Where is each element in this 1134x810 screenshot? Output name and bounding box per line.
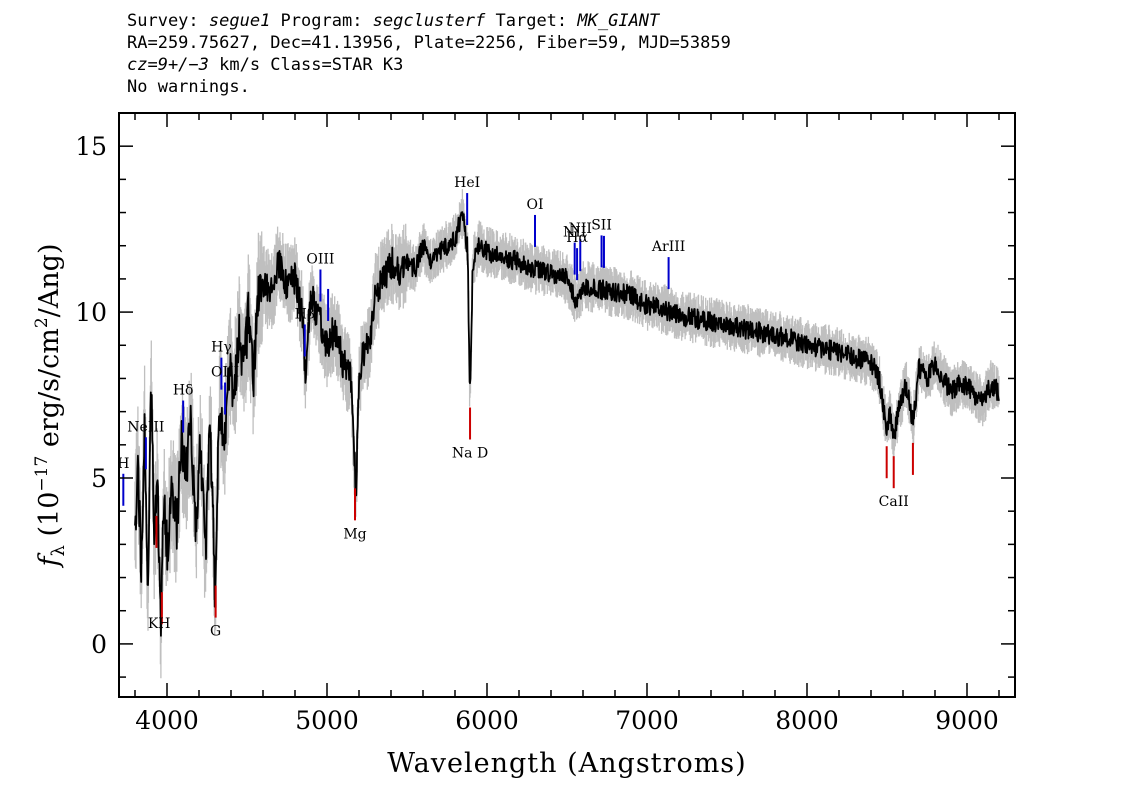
spectral-lines-layer: HNeIIIHδHγOIIIHβOIIIHeIOINIIHαSIINIIArII… [117, 175, 914, 640]
spectral-line-label: H [117, 456, 129, 472]
y-label-pre: (10 [34, 492, 65, 545]
redshift-value: cz=9+/−3 [127, 55, 209, 75]
program-value: segclusterf [372, 11, 486, 31]
spectral-line-label: SII [591, 217, 612, 233]
header-line-warnings: No warnings. [127, 77, 250, 97]
spectral-line-label: Hβ [295, 306, 315, 322]
spectral-line-label: KH [148, 616, 171, 632]
target-label: Target: [485, 11, 578, 31]
header-line-redshift: cz=9+/−3 km/s Class=STAR K3 [127, 54, 731, 76]
y-tick-label: 15 [75, 132, 107, 161]
header-line-coordinates: RA=259.75627, Dec=41.13956, Plate=2256, … [127, 33, 731, 53]
axes-layer: 4000 5000 6000 7000 8000 9000 0 5 10 15 [75, 112, 1016, 735]
spectral-line-label: Na D [452, 446, 488, 462]
flux-layer [134, 211, 1000, 637]
spectral-line-label: NeIII [127, 419, 164, 435]
x-tick-label: 6000 [455, 706, 519, 735]
y-tick-label: 5 [91, 464, 107, 493]
spectral-line-label: CaII [879, 494, 909, 510]
y-label-post: /Ang) [34, 244, 65, 318]
spectral-line-label: NII [569, 221, 592, 237]
x-axis-label: Wavelength (Angstroms) [387, 748, 746, 779]
survey-value: segue1 [208, 11, 271, 31]
y-axis-label: fλ (10−17 erg/s/cm2/Ang) [32, 244, 69, 569]
class-value: km/s Class=STAR K3 [208, 55, 404, 75]
spectral-line-label: OI [526, 197, 543, 213]
spectral-line-label: Hδ [173, 383, 194, 399]
y-label-mid: erg/s/cm [34, 328, 65, 456]
error-band-layer [134, 189, 1000, 679]
spectral-line-label: ArIII [651, 239, 685, 255]
flux-error-band [134, 189, 1000, 679]
y-label-exp1: −17 [32, 456, 52, 492]
spectral-line-label: HeI [454, 175, 480, 191]
y-tick-label: 0 [91, 630, 107, 659]
target-value: MK_GIANT [577, 11, 660, 31]
y-tick-label: 10 [75, 298, 107, 327]
y-label-sub: λ [48, 545, 69, 556]
spectral-line-label: OIII [306, 252, 334, 268]
spectral-line-label: Mg [343, 526, 366, 542]
y-label-exp2: 2 [32, 317, 52, 328]
plot-frame [118, 112, 1016, 698]
spectral-line-label: G [210, 624, 221, 640]
x-tick-label: 9000 [935, 706, 999, 735]
spectral-line-label: Hγ [211, 340, 232, 356]
flux-line [134, 211, 1000, 637]
spectral-line-label: Hα [566, 230, 588, 246]
program-label: Program: [270, 11, 373, 31]
spectral-line-label: OIII [211, 365, 239, 381]
spectral-line-label: NII [563, 225, 586, 241]
spectrum-header: Survey: segue1 Program: segclusterf Targ… [127, 10, 731, 98]
x-tick-label: 4000 [135, 706, 199, 735]
x-tick-label: 7000 [615, 706, 679, 735]
header-line-survey: Survey: segue1 Program: segclusterf Targ… [127, 10, 731, 32]
x-tick-label: 8000 [775, 706, 839, 735]
x-tick-label: 5000 [295, 706, 359, 735]
survey-label: Survey: [127, 11, 209, 31]
